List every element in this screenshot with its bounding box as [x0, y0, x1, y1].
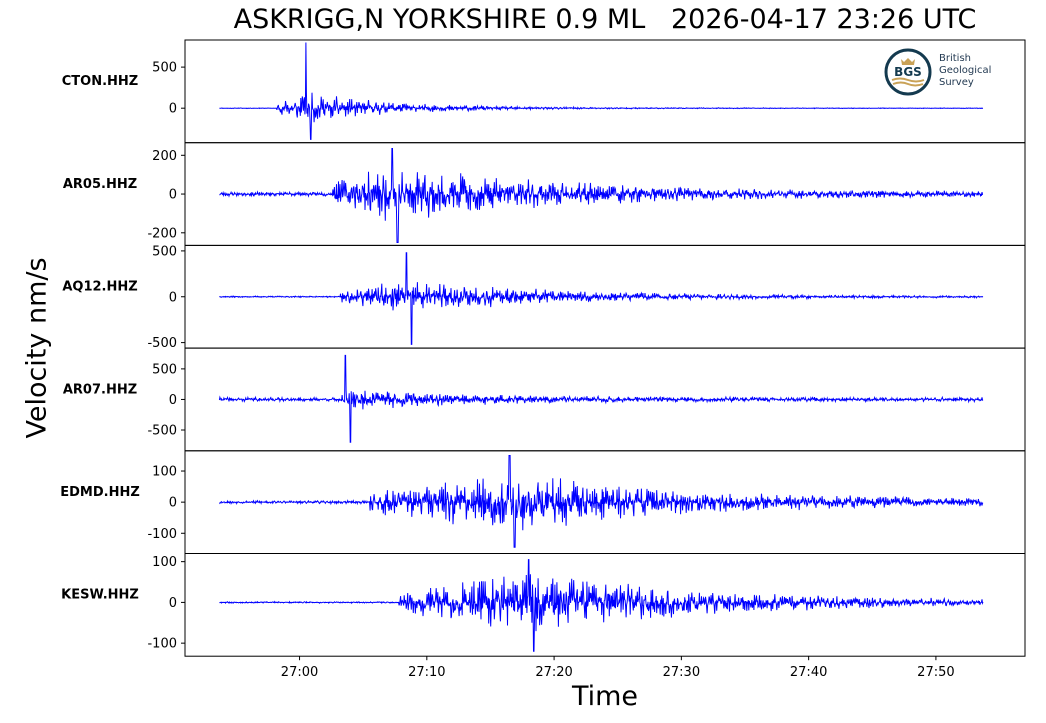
- y-tick-label: 0: [169, 102, 177, 117]
- bgs-logo-line1: British: [939, 53, 971, 64]
- waveform-ar07-hhz: [218, 354, 984, 443]
- y-tick-label: -100: [147, 527, 177, 542]
- bgs-logo-line2: Geological: [939, 65, 992, 76]
- x-tick-label: 27:00: [281, 665, 318, 680]
- x-tick-label: 27:10: [408, 665, 445, 680]
- bgs-logo: BGS British Geological Survey: [884, 47, 1004, 97]
- y-tick-label: 100: [152, 555, 177, 570]
- station-label: CTON.HHZ: [62, 74, 138, 89]
- bgs-logo-text: British Geological Survey: [939, 53, 991, 89]
- waveform-aq12-hhz: [219, 252, 984, 345]
- bgs-logo-line3: Survey: [939, 77, 974, 88]
- waveform-ar05-hhz: [219, 148, 983, 243]
- station-label: AQ12.HHZ: [62, 280, 137, 295]
- y-tick-label: 0: [169, 596, 177, 611]
- y-tick-label: 500: [152, 244, 177, 259]
- y-tick-label: -100: [147, 637, 177, 652]
- waveform-edmd-hhz: [218, 455, 984, 548]
- x-tick-label: 27:30: [663, 665, 700, 680]
- bgs-logo-mark: BGS: [884, 48, 932, 96]
- y-tick-label: -500: [147, 336, 177, 351]
- bgs-logo-abbr: BGS: [894, 65, 922, 79]
- x-tick-label: 27:50: [917, 665, 954, 680]
- y-tick-label: 500: [152, 61, 177, 76]
- panel-frame: [184, 553, 1026, 657]
- y-tick-label: -500: [147, 424, 177, 439]
- station-label: EDMD.HHZ: [60, 485, 140, 500]
- station-label: AR07.HHZ: [63, 382, 137, 397]
- station-label: KESW.HHZ: [61, 588, 139, 603]
- x-tick-label: 27:40: [790, 665, 827, 680]
- waveform-kesw-hhz: [219, 559, 984, 652]
- y-tick-label: 500: [152, 362, 177, 377]
- y-tick-label: 0: [169, 290, 177, 305]
- waveform-cton-hhz: [219, 42, 984, 140]
- x-tick-label: 27:20: [535, 665, 572, 680]
- chart-title: ASKRIGG,N YORKSHIRE 0.9 ML 2026-04-17 23…: [233, 4, 977, 35]
- y-tick-label: 200: [152, 149, 177, 164]
- y-tick-label: 0: [169, 188, 177, 203]
- y-tick-label: -200: [147, 226, 177, 241]
- station-label: AR05.HHZ: [63, 177, 137, 192]
- y-tick-label: 0: [169, 496, 177, 511]
- x-axis-label: Time: [571, 681, 639, 712]
- y-tick-label: 0: [169, 393, 177, 408]
- y-tick-label: 100: [152, 465, 177, 480]
